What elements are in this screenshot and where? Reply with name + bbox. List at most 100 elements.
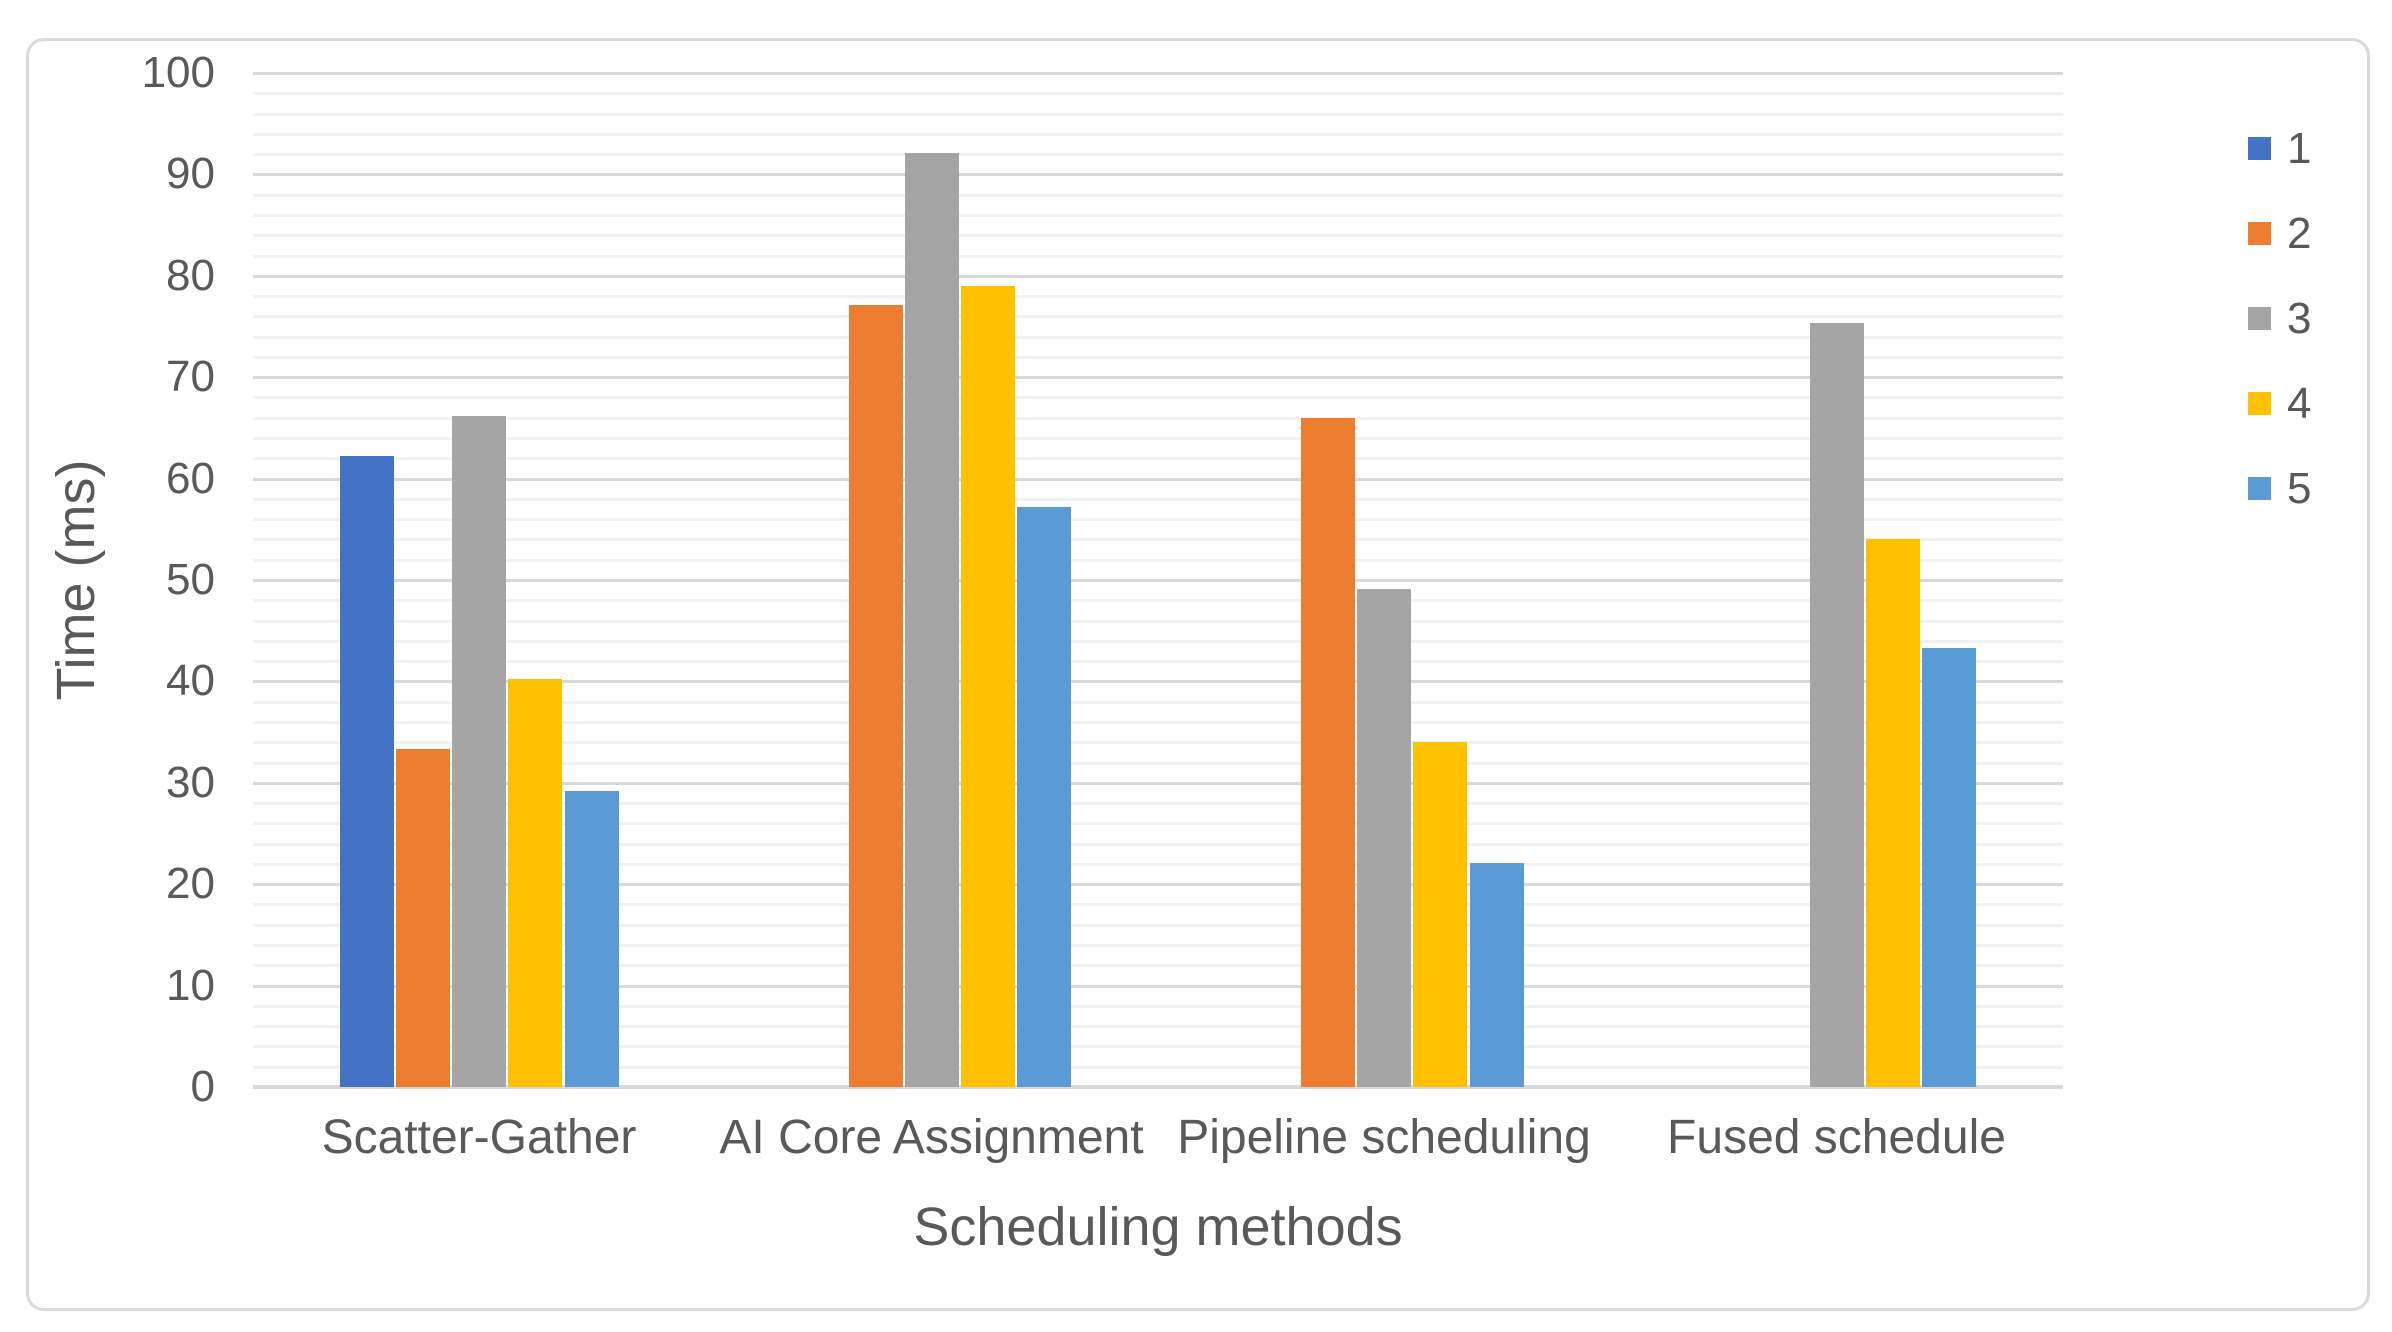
major-gridline — [253, 72, 2063, 75]
minor-gridline — [253, 964, 2063, 968]
minor-gridline — [253, 822, 2063, 826]
category-label-Pipeline scheduling: Pipeline scheduling — [1177, 1111, 1591, 1164]
x-axis-line — [253, 1085, 2063, 1089]
minor-gridline — [253, 335, 2063, 339]
category-label-Scatter-Gather: Scatter-Gather — [321, 1111, 637, 1164]
category-label-Fused schedule: Fused schedule — [1667, 1111, 2006, 1164]
bar-series-5-Pipeline scheduling — [1469, 862, 1524, 1087]
minor-gridline — [253, 315, 2063, 319]
minor-gridline — [253, 720, 2063, 724]
major-gridline — [253, 274, 2063, 278]
minor-gridline — [253, 153, 2063, 157]
minor-gridline — [253, 295, 2063, 299]
major-gridline — [253, 579, 2063, 582]
legend: 1 2 3 4 5 — [2248, 106, 2311, 531]
bar-series-4-Scatter-Gather — [508, 679, 563, 1087]
minor-gridline — [253, 700, 2063, 704]
legend-label: 3 — [2287, 293, 2312, 343]
bar-series-3-Fused schedule — [1809, 323, 1864, 1087]
y-tick-label-20: 20 — [166, 859, 215, 909]
bar-series-1-Scatter-Gather — [339, 456, 394, 1087]
minor-gridline — [253, 518, 2063, 522]
bar-series-4-Fused schedule — [1865, 539, 1920, 1087]
major-gridline — [253, 781, 2063, 785]
y-tick-label-90: 90 — [166, 149, 215, 199]
minor-gridline — [253, 396, 2063, 400]
y-axis-title: Time (ms) — [46, 459, 106, 701]
minor-gridline — [253, 741, 2063, 745]
bar-series-3-AI Core Assignment — [904, 153, 959, 1087]
bar-series-2-Scatter-Gather — [396, 749, 451, 1087]
y-tick-label-100: 100 — [141, 48, 215, 97]
legend-item-2: 2 — [2248, 191, 2311, 276]
minor-gridline — [253, 193, 2063, 197]
minor-gridline — [253, 457, 2063, 461]
minor-gridline — [253, 923, 2063, 927]
plot-area — [253, 72, 2063, 1089]
minor-gridline — [253, 132, 2063, 136]
minor-gridline — [253, 112, 2063, 116]
legend-item-1: 1 — [2248, 106, 2311, 191]
minor-gridline — [253, 213, 2063, 217]
minor-gridline — [253, 761, 2063, 765]
bar-series-5-AI Core Assignment — [1017, 506, 1072, 1087]
legend-item-4: 4 — [2248, 361, 2311, 446]
major-gridline — [253, 477, 2063, 481]
major-gridline — [253, 883, 2063, 887]
y-tick-label-40: 40 — [166, 656, 215, 706]
minor-gridline — [253, 903, 2063, 907]
minor-gridline — [253, 619, 2063, 623]
bar-series-4-AI Core Assignment — [960, 285, 1015, 1087]
bar-series-3-Pipeline scheduling — [1357, 589, 1412, 1087]
minor-gridline — [253, 558, 2063, 562]
legend-swatch-icon — [2248, 307, 2271, 330]
legend-label: 2 — [2287, 208, 2312, 258]
bar-series-3-Scatter-Gather — [452, 415, 507, 1087]
category-label-AI Core Assignment: AI Core Assignment — [719, 1111, 1144, 1164]
major-gridline — [253, 984, 2063, 988]
y-tick-label-70: 70 — [166, 352, 215, 402]
x-axis-title: Scheduling methods — [913, 1197, 1403, 1257]
minor-gridline — [253, 802, 2063, 806]
bar-series-5-Scatter-Gather — [564, 790, 619, 1087]
y-tick-label-10: 10 — [166, 960, 215, 1010]
minor-gridline — [253, 639, 2063, 643]
minor-gridline — [253, 1045, 2063, 1049]
minor-gridline — [253, 944, 2063, 948]
legend-swatch-icon — [2248, 222, 2271, 245]
legend-item-5: 5 — [2248, 446, 2311, 531]
y-tick-label-30: 30 — [166, 757, 215, 807]
bar-series-2-AI Core Assignment — [848, 305, 903, 1087]
minor-gridline — [253, 355, 2063, 359]
minor-gridline — [253, 538, 2063, 542]
minor-gridline — [253, 1025, 2063, 1029]
minor-gridline — [253, 234, 2063, 238]
legend-label: 1 — [2287, 123, 2312, 173]
y-tick-label-50: 50 — [166, 555, 215, 604]
legend-item-3: 3 — [2248, 276, 2311, 361]
minor-gridline — [253, 92, 2063, 96]
minor-gridline — [253, 660, 2063, 664]
legend-label: 5 — [2287, 463, 2312, 513]
legend-swatch-icon — [2248, 137, 2271, 160]
major-gridline — [253, 680, 2063, 684]
minor-gridline — [253, 416, 2063, 420]
minor-gridline — [253, 437, 2063, 441]
legend-swatch-icon — [2248, 392, 2271, 415]
chart-border-frame — [26, 38, 2370, 1311]
minor-gridline — [253, 1065, 2063, 1069]
minor-gridline — [253, 862, 2063, 866]
bar-series-4-Pipeline scheduling — [1413, 742, 1468, 1087]
y-tick-label-80: 80 — [166, 250, 215, 300]
major-gridline — [253, 173, 2063, 177]
bar-series-5-Fused schedule — [1922, 647, 1977, 1087]
minor-gridline — [253, 1004, 2063, 1008]
bar-series-2-Pipeline scheduling — [1301, 417, 1356, 1087]
minor-gridline — [253, 842, 2063, 846]
legend-label: 4 — [2287, 378, 2312, 428]
minor-gridline — [253, 254, 2063, 258]
minor-gridline — [253, 497, 2063, 501]
y-tick-label-0: 0 — [190, 1062, 215, 1111]
legend-swatch-icon — [2248, 477, 2271, 500]
